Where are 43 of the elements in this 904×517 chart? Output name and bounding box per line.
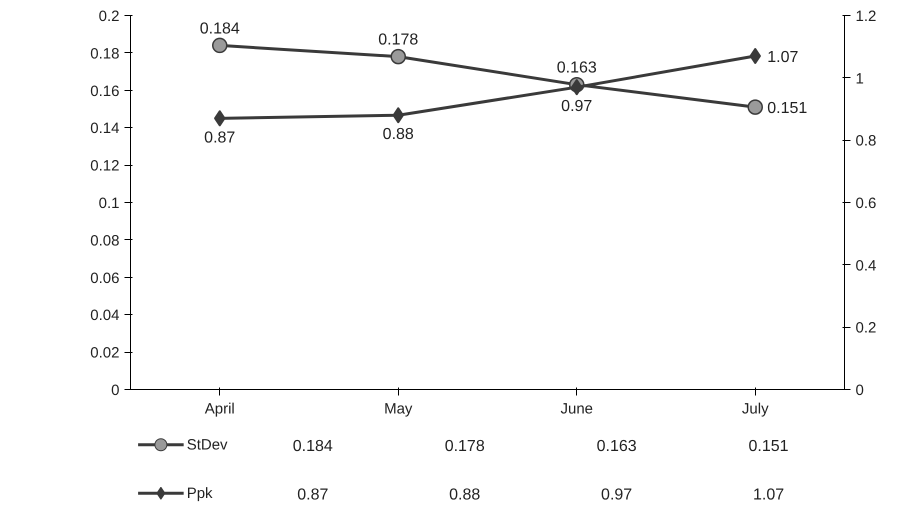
data-label: 0.151: [767, 100, 808, 118]
data-label: 0.88: [382, 126, 414, 144]
y-tick-label: 0.04: [90, 307, 120, 324]
data-label: 1.07: [767, 49, 798, 66]
text: 0.178: [444, 438, 485, 455]
y2-tick-label: 0: [856, 382, 864, 399]
data-label: 0.178: [378, 32, 418, 49]
text: 0.163: [596, 438, 637, 455]
y2-tick-label: 0.6: [856, 195, 876, 212]
text: 0.97: [601, 486, 632, 504]
y2-tick-label: 1.2: [856, 8, 876, 25]
data-label: 0.184: [200, 20, 240, 38]
y-tick-label: 0.08: [90, 232, 120, 250]
data-label: 0.87: [204, 129, 236, 146]
x-tick-label: July: [742, 400, 770, 418]
point: [390, 48, 406, 64]
text: 0.184: [292, 438, 333, 455]
x-tick-label: April: [204, 400, 235, 418]
text: 0.151: [748, 438, 789, 455]
text: 1.07: [752, 486, 784, 504]
x-tick-label: June: [560, 400, 594, 418]
y2-tick-label: 0.4: [856, 257, 876, 274]
y-tick-label: 0: [111, 382, 120, 399]
y-tick-label: 0.12: [90, 158, 120, 175]
x-tick-label: May: [384, 400, 413, 418]
legend-label: StDev: [186, 436, 228, 454]
data-label: 0.97: [561, 98, 592, 116]
point: [748, 99, 763, 115]
y2-tick-label: 0.2: [856, 320, 876, 337]
text: 0.87: [297, 486, 328, 504]
y-tick-label: 0.1: [98, 195, 120, 212]
data-label: 0.163: [556, 60, 597, 77]
y2-tick-label: 0.8: [856, 132, 876, 150]
y-tick-label: 0.18: [90, 45, 120, 62]
text: 0.88: [449, 486, 480, 504]
legend-label: Ppk: [186, 484, 214, 502]
y-tick-label: 0.14: [90, 120, 120, 138]
point: [212, 38, 228, 54]
y-tick-label: 0.2: [98, 8, 120, 25]
y-tick-label: 0.16: [90, 82, 120, 100]
y-tick-label: 0.06: [90, 270, 120, 287]
y-tick-label: 0.02: [90, 344, 120, 362]
y2-tick-label: 1: [856, 70, 864, 88]
